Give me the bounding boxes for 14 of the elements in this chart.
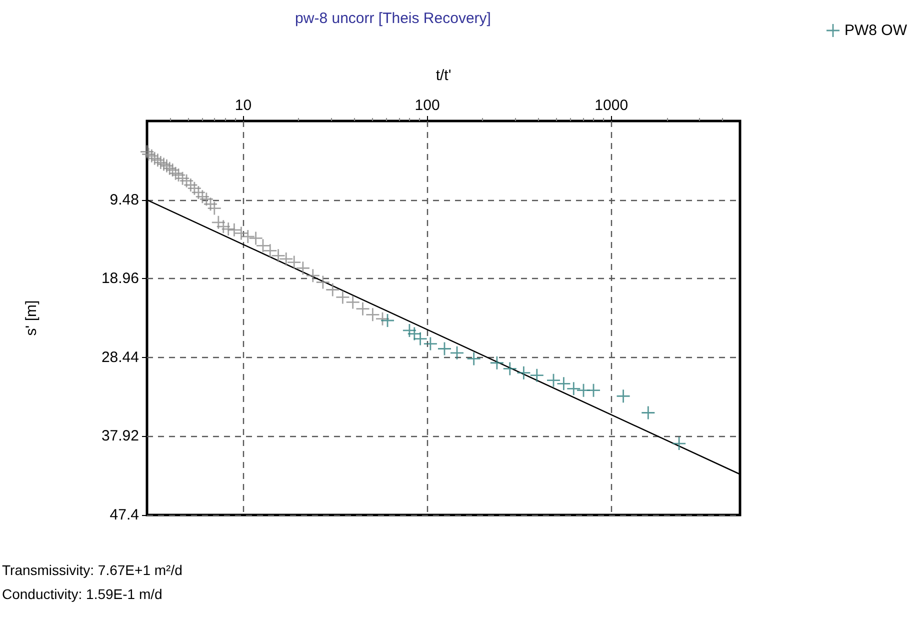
y-tick-label: 28.44 bbox=[101, 348, 139, 366]
x-tick-label: 100 bbox=[414, 97, 440, 114]
legend-label: PW8 OW bbox=[844, 22, 908, 39]
chart-title: pw-8 uncorr [Theis Recovery] bbox=[295, 10, 491, 27]
x-axis-title: t/t' bbox=[436, 67, 452, 84]
text: Conductivity: 1.59E-1 m/d bbox=[2, 586, 162, 602]
x-tick-label: 1000 bbox=[594, 97, 628, 114]
y-tick-label: 9.48 bbox=[110, 191, 139, 208]
y-tick-label: 47.4 bbox=[110, 506, 139, 524]
text: Transmissivity: 7.67E+1 m²/d bbox=[2, 562, 182, 578]
y-axis-title: s' [m] bbox=[23, 300, 40, 336]
y-tick-label: 18.96 bbox=[101, 270, 139, 288]
x-tick-label: 10 bbox=[234, 97, 252, 114]
y-tick-label: 37.92 bbox=[101, 428, 139, 445]
